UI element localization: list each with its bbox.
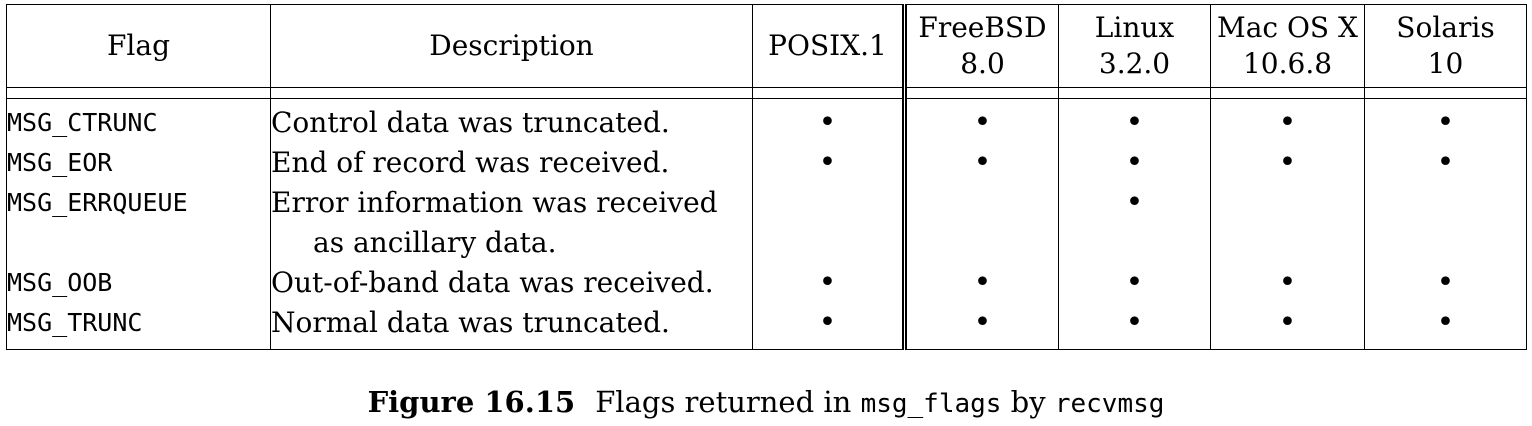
header-description: Description [270, 4, 753, 88]
freebsd-support: • [902, 303, 1059, 343]
linux-support: • [1058, 263, 1211, 303]
flag-description: Out-of-band data was received. [270, 263, 753, 303]
flag-name: MSG_TRUNC [7, 308, 143, 337]
solaris-support: • [1364, 143, 1527, 183]
macos-support: • [1210, 263, 1365, 303]
flag-description: Control data was truncated. [270, 103, 753, 143]
header-solaris-version: 10 [1427, 47, 1464, 80]
posix-support: • [752, 143, 905, 183]
solaris-support: • [1364, 263, 1527, 303]
table-row: MSG_CTRUNC Control data was truncated. •… [7, 103, 1527, 143]
flag-name: MSG_ERRQUEUE [7, 188, 188, 217]
freebsd-support: • [902, 103, 1059, 143]
flag-name: MSG_CTRUNC [7, 108, 158, 137]
table-row: MSG_EOR End of record was received. • • … [7, 143, 1527, 183]
posix-support: • [752, 263, 905, 303]
table-row: MSG_TRUNC Normal data was truncated. • •… [7, 303, 1527, 343]
header-linux-version: 3.2.0 [1098, 47, 1171, 80]
solaris-support: • [1364, 303, 1527, 343]
posix-support: • [752, 103, 905, 143]
table-row: MSG_OOB Out-of-band data was received. •… [7, 263, 1527, 303]
solaris-support: • [1364, 103, 1527, 143]
linux-support: • [1058, 303, 1211, 343]
macos-support [1210, 183, 1365, 263]
freebsd-support: • [902, 143, 1059, 183]
header-flag: Flag [107, 29, 170, 62]
linux-support: • [1058, 183, 1211, 263]
header-freebsd-name: FreeBSD [918, 11, 1047, 44]
caption-code-msg-flags: msg_flags [860, 389, 1002, 419]
flag-description: Error information was received as ancill… [270, 183, 753, 263]
header-macos-version: 10.6.8 [1242, 47, 1333, 80]
flag-description-line1: Error information was received [271, 186, 718, 219]
posix-support: • [752, 303, 905, 343]
macos-support: • [1210, 143, 1365, 183]
header-linux: Linux 3.2.0 [1058, 4, 1211, 88]
macos-support: • [1210, 303, 1365, 343]
freebsd-support: • [902, 263, 1059, 303]
figure-label: Figure 16.15 [367, 385, 576, 419]
header-solaris: Solaris 10 [1364, 4, 1527, 88]
header-macos: Mac OS X 10.6.8 [1210, 4, 1365, 88]
header-freebsd-version: 8.0 [960, 47, 1005, 80]
flags-table: Flag Description POSIX.1 FreeBSD 8.0 Lin… [6, 4, 1527, 350]
macos-support: • [1210, 103, 1365, 143]
freebsd-support [902, 183, 1059, 263]
flag-name: MSG_EOR [7, 148, 113, 177]
caption-code-recvmsg: recvmsg [1054, 389, 1165, 419]
header-solaris-name: Solaris [1396, 11, 1495, 44]
table-row: MSG_ERRQUEUE Error information was recei… [7, 183, 1527, 263]
flag-description-line2: as ancillary data. [313, 226, 557, 259]
header-separator [6, 87, 1527, 99]
flag-description: End of record was received. [270, 143, 753, 183]
flag-description: Normal data was truncated. [270, 303, 753, 343]
flag-name: MSG_OOB [7, 268, 113, 297]
solaris-support [1364, 183, 1527, 263]
caption-text-before: Flags returned in [595, 385, 852, 419]
header-posix: POSIX.1 [752, 4, 905, 88]
figure-caption: Figure 16.15 Flags returned in msg_flags … [0, 382, 1532, 424]
header-macos-name: Mac OS X [1217, 11, 1358, 44]
caption-text-mid: by [1010, 385, 1046, 419]
linux-support: • [1058, 143, 1211, 183]
header-freebsd: FreeBSD 8.0 [902, 4, 1059, 88]
header-row: Flag Description POSIX.1 FreeBSD 8.0 Lin… [7, 4, 1527, 88]
header-linux-name: Linux [1094, 11, 1175, 44]
linux-support: • [1058, 103, 1211, 143]
posix-support [752, 183, 905, 263]
